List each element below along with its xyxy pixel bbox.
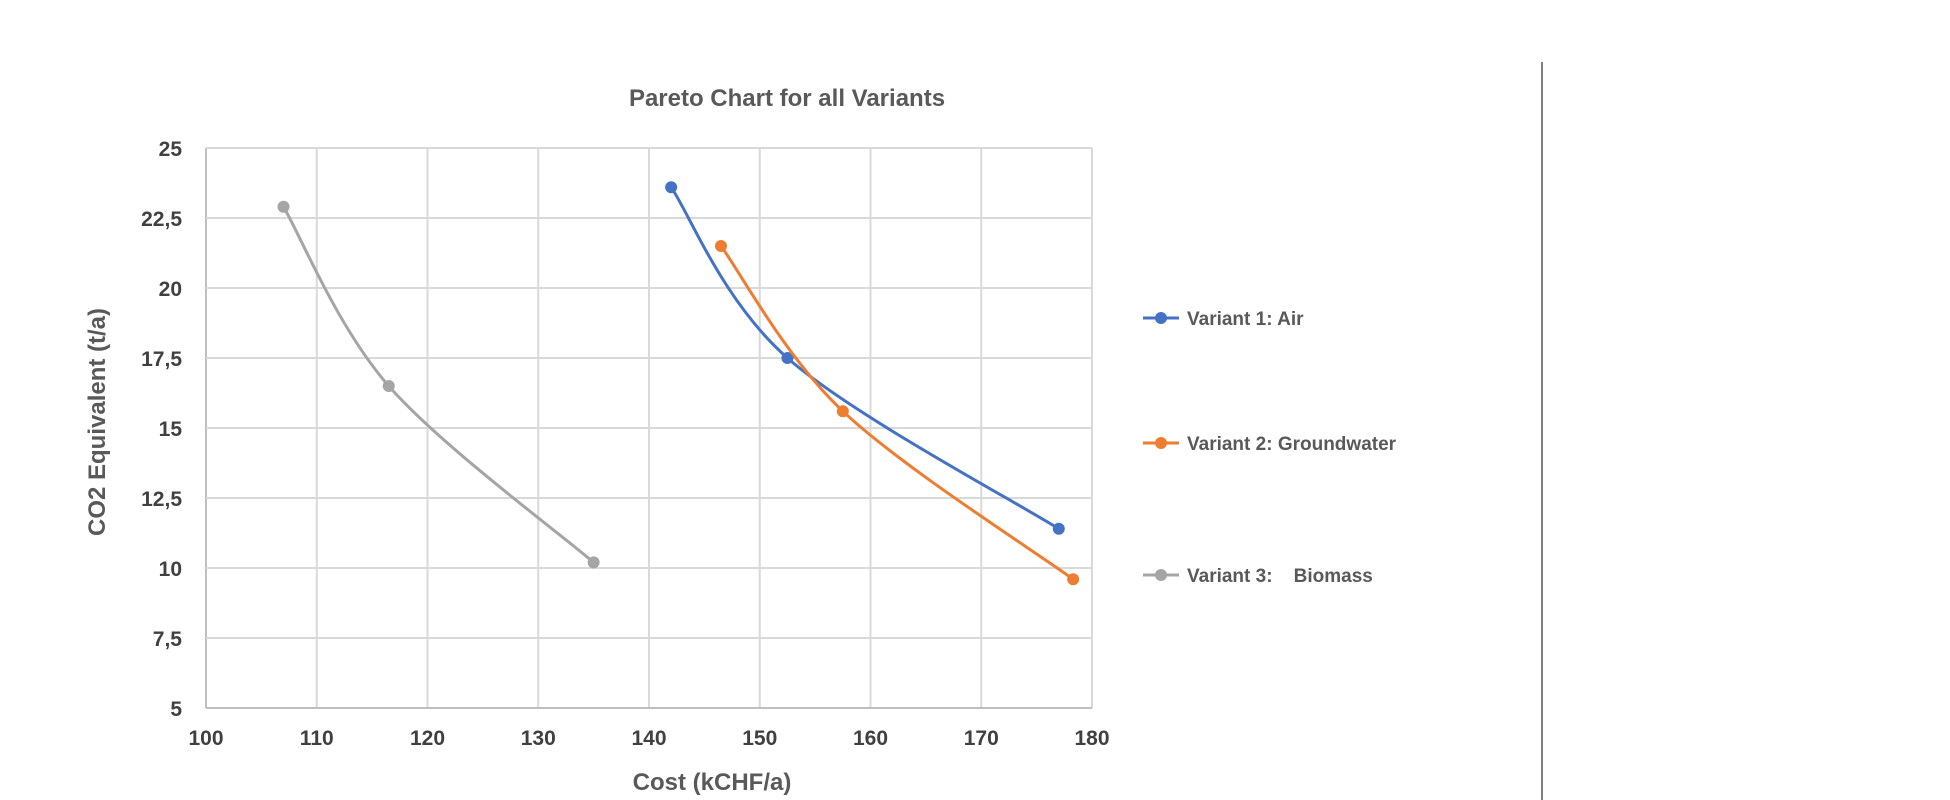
data-point [587,556,600,569]
series-1 [665,181,1065,535]
y-tick-label: 15 [159,418,183,441]
x-tick-label: 180 [1074,727,1109,750]
x-tick-label: 110 [300,727,334,750]
legend-item-1: Variant 1: Air [1143,309,1304,330]
data-point [382,380,395,392]
x-tick-label: 150 [742,727,777,750]
legend-swatch-marker [1155,437,1167,449]
y-tick-label: 7,5 [153,628,183,651]
data-point [277,200,290,213]
legend-label: Variant 1: Air [1187,309,1304,330]
x-tick-label: 140 [631,727,666,750]
x-tick-label: 160 [853,727,888,750]
x-axis-ticks: 100 110 120 130 140 150 160 170 180 [188,727,1109,750]
y-tick-label: 17,5 [141,348,182,371]
legend-item-3: Variant 3: Biomass [1143,566,1373,587]
legend-label: Variant 2: Groundwater [1187,434,1397,455]
data-point [665,181,678,194]
data-point [1067,573,1080,586]
series-line [719,245,1075,581]
chart-title: Pareto Chart for all Variants [629,85,945,112]
series-line [669,186,1060,531]
y-tick-label: 10 [159,558,182,581]
data-point [836,405,849,418]
y-tick-label: 22,5 [141,208,182,231]
y-tick-label: 12,5 [141,488,182,511]
y-tick-label: 5 [170,698,182,721]
series-line [282,206,595,564]
x-tick-label: 120 [410,727,445,750]
x-tick-label: 170 [964,727,999,750]
x-tick-label: 100 [188,727,223,750]
legend-swatch-marker [1155,569,1167,581]
legend-label: Variant 3: Biomass [1187,566,1373,587]
data-point [714,240,727,252]
series-layer [277,181,1080,586]
legend-swatch-marker [1155,312,1167,324]
legend: Variant 1: Air Variant 2: Groundwater Vari… [1143,309,1397,587]
y-axis-ticks: 5 7,5 10 12,5 15 17,5 20 22,5 25 [141,138,182,721]
y-tick-label: 25 [159,138,183,161]
x-axis-label: Cost (kCHF/a) [633,769,792,796]
legend-item-2: Variant 2: Groundwater [1143,434,1397,455]
y-tick-label: 20 [159,278,182,301]
data-point [1052,522,1065,535]
x-tick-label: 130 [521,727,556,750]
series-2 [714,240,1080,586]
series-3 [277,200,600,569]
data-point [781,352,794,364]
y-axis-label: CO2 Equivalent (t/a) [84,308,111,536]
plot-grid [205,147,1093,709]
